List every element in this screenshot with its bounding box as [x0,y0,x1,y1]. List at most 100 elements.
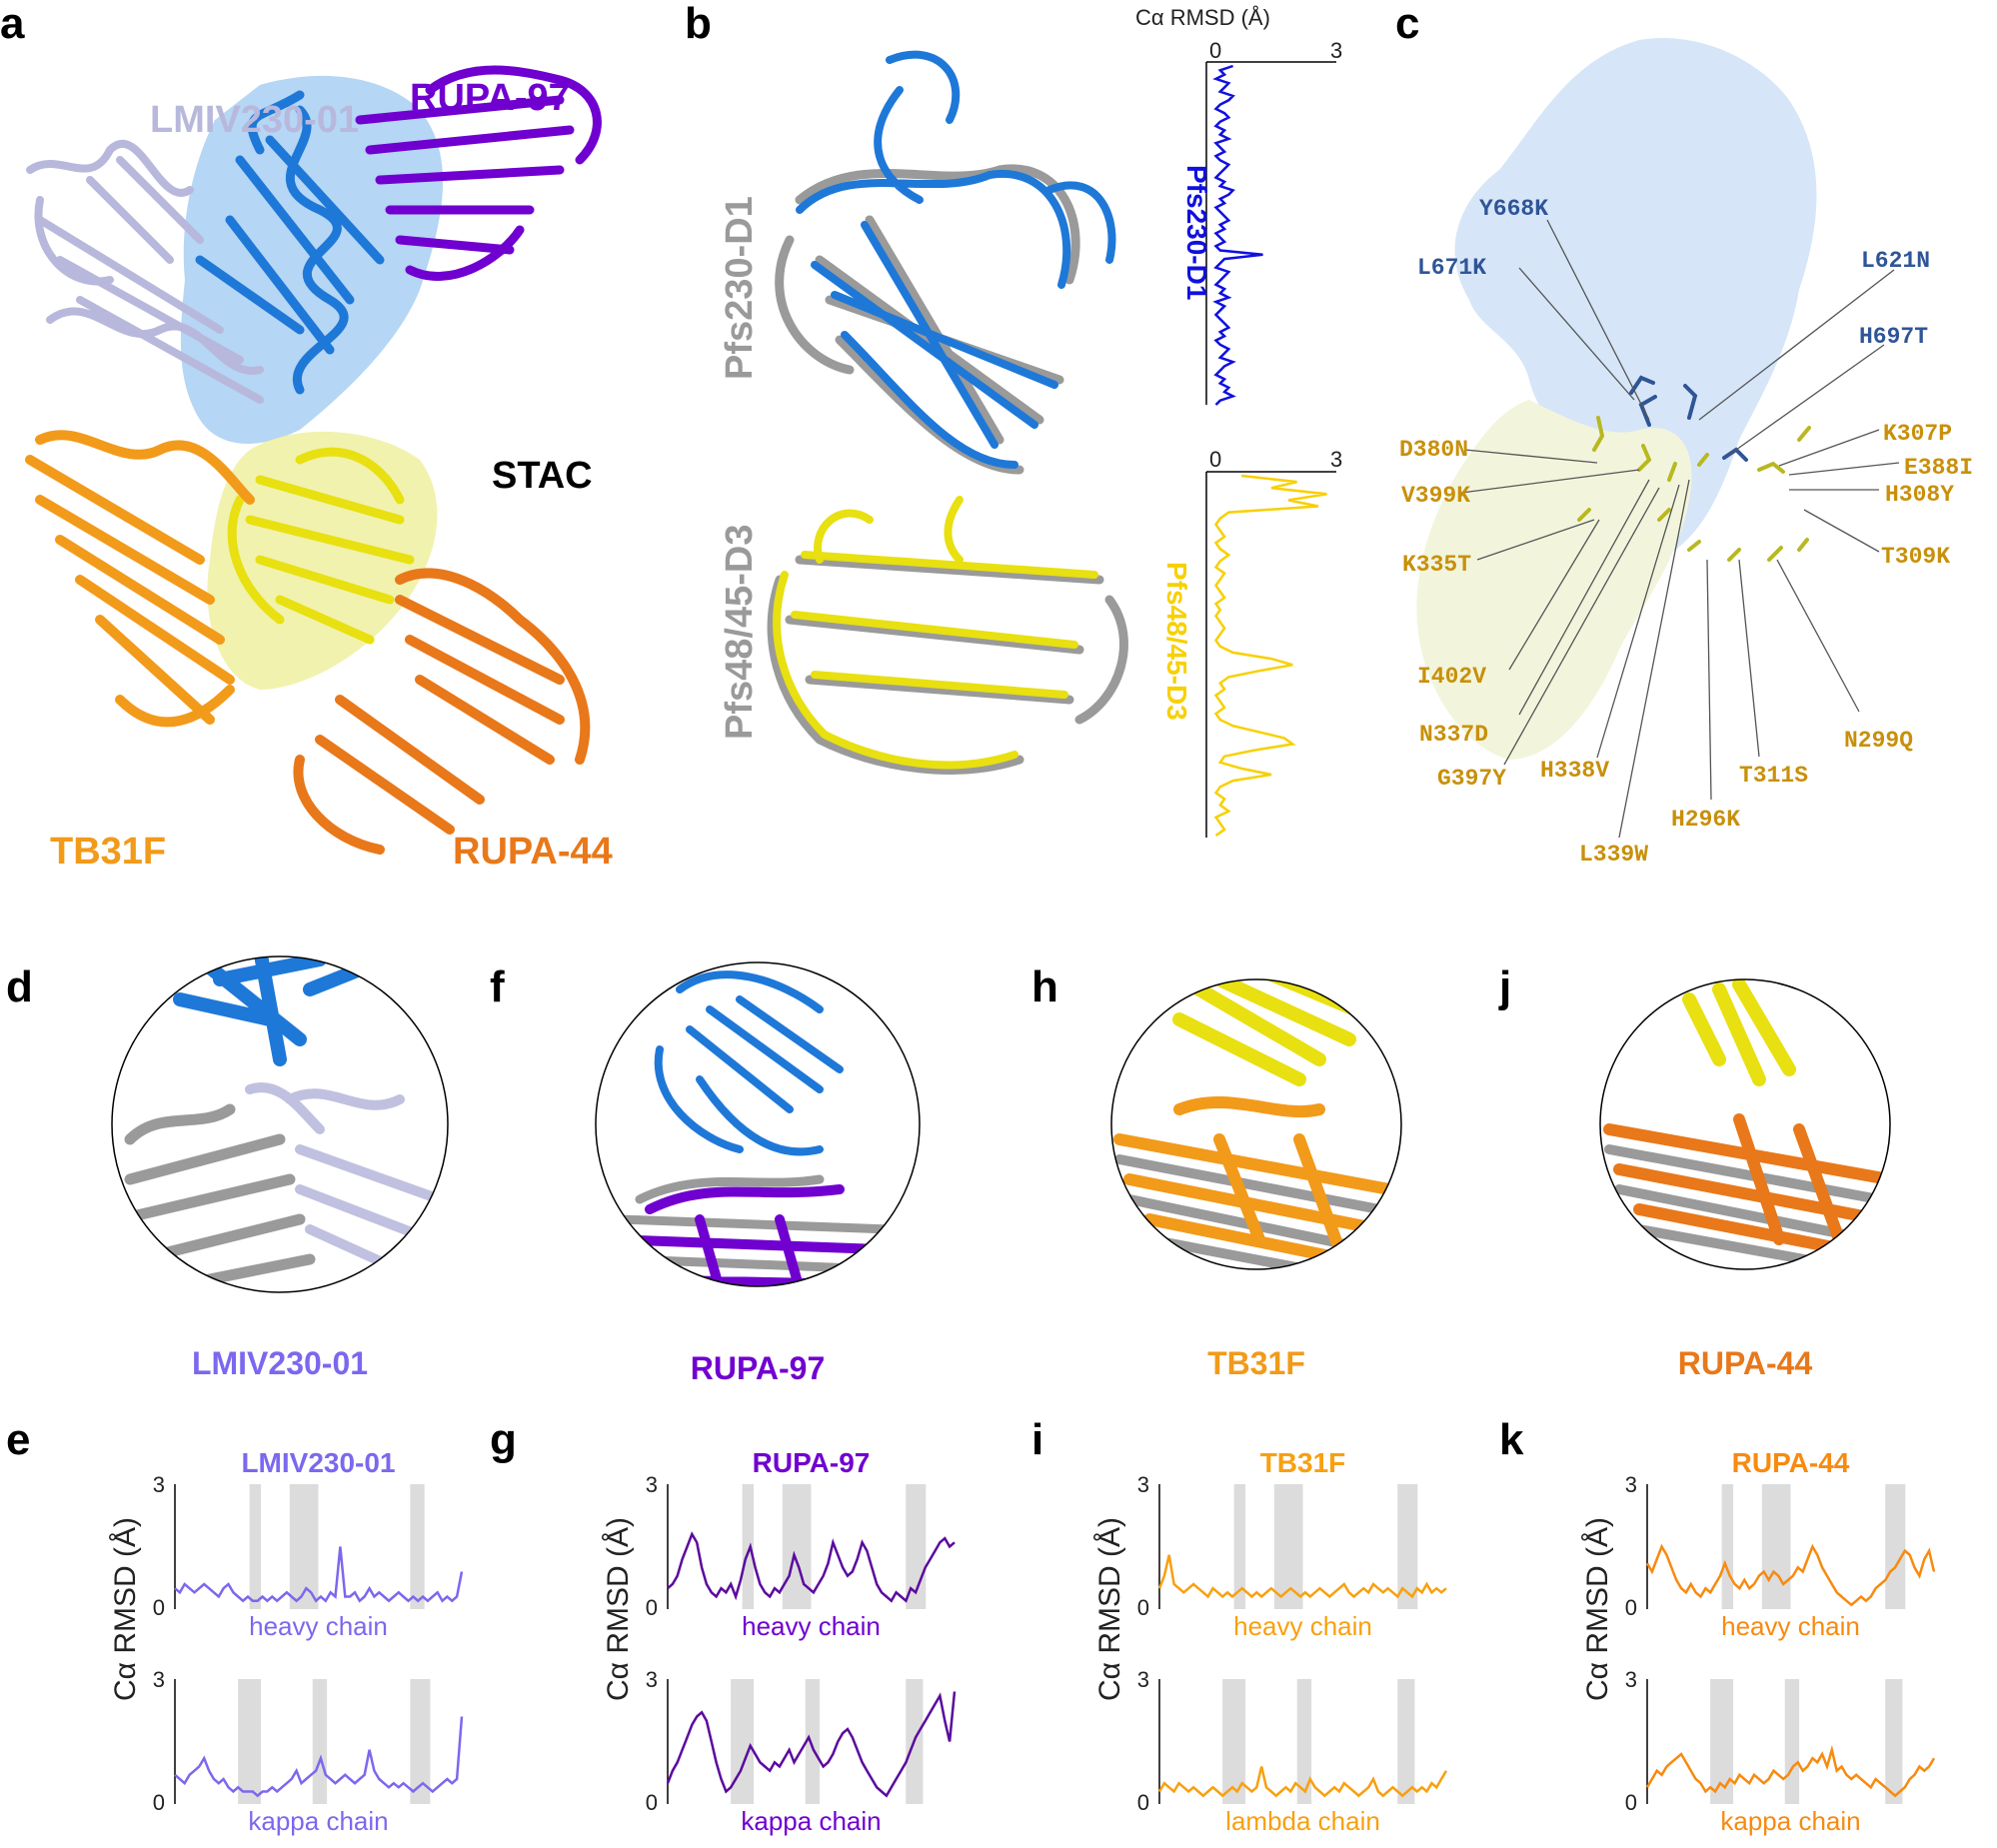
side-chain-9 [1687,540,1701,552]
rmsd-panel-i: i TB31F 3 0 heavy chain 3 0 lambda chain Cα RMSD… [1031,1415,1448,1836]
rmsd-plot-e-heavy: 3 0 heavy chain [153,1472,464,1641]
leader-e388i [1788,462,1900,476]
panel-h-letter: h [1031,962,1058,1011]
zoom-h-antigen [1172,979,1386,1086]
y-tick-0: 0 [1625,1790,1637,1815]
panel-c-letter: c [1395,0,1419,48]
mut-i402v: I402V [1417,664,1486,690]
side-chain-6 [1797,426,1811,442]
panel-g-letter: g [490,1415,517,1464]
rmsd-line [174,1716,464,1798]
b-top-series-label: Pfs230-D1 [1181,165,1212,300]
shaded-region [742,1484,755,1609]
y-tick-3: 3 [646,1667,658,1692]
zoom-j-circle [1599,978,1891,1270]
mut-k335t: K335T [1402,552,1471,578]
zoom-h-content [1113,979,1395,1269]
b-bottom-tick0: 0 [1209,447,1221,472]
side-chain-7 [1577,508,1591,522]
y-tick-3: 3 [153,1472,165,1497]
y-tick-0: 0 [153,1790,165,1815]
mut-l339w: L339W [1579,842,1648,868]
rmsd-title-g: RUPA-97 [753,1447,871,1478]
shaded-region [1273,1484,1303,1609]
mut-l621n: L621N [1861,248,1930,274]
rmsd-line [1645,1744,1936,1798]
chain-label: kappa chain [248,1806,388,1836]
rupa44-fab-cartoon [293,568,591,855]
leader-v399k [1460,469,1640,494]
chain-label: kappa chain [741,1806,881,1836]
y-tick-3: 3 [1625,1472,1637,1497]
y-tick-0: 0 [1625,1595,1637,1620]
panel-i-letter: i [1031,1415,1043,1464]
zoom-panel-h: h TB31F [1031,962,1402,1381]
leader-h338v [1596,484,1680,759]
y-tick-0: 0 [153,1595,165,1620]
side-chain-l621n [1683,384,1698,420]
chain-label: heavy chain [742,1611,881,1641]
label-pfs230-d1: Pfs230-D1 [719,196,761,380]
rmsd-line [1157,1554,1447,1599]
b-pfs230-rmsd-line [1212,64,1263,406]
shaded-region [410,1484,425,1609]
shaded-region [249,1484,262,1609]
panel-e-letter: e [6,1415,30,1464]
y-tick-3: 3 [153,1667,165,1692]
shaded-region [1397,1679,1415,1804]
shaded-region [1397,1484,1418,1609]
lmiv-fab-cartoon [26,139,264,404]
zoom-h-label: TB31F [1207,1345,1305,1381]
leader-y668k [1546,219,1650,421]
zoom-h-orange [1113,1096,1395,1269]
zoom-f-antigen [654,970,844,1156]
side-chain-12 [1797,538,1809,552]
leader-n299q [1776,559,1860,713]
label-rupa44: RUPA-44 [453,831,613,873]
zoom-f-circle [595,961,921,1287]
side-chain-2 [1637,444,1652,472]
leader-k307p [1778,429,1880,467]
chain-label: lambda chain [1225,1806,1380,1836]
y-tick-3: 3 [1625,1667,1637,1692]
rmsd-panel-k: k RUPA-44 3 0 heavy chain 3 0 kappa chain Cα RMS… [1499,1415,1936,1836]
side-chain-y668k [1629,375,1655,395]
mut-v399k: V399K [1401,483,1470,509]
rmsd-line [666,1691,957,1798]
leader-i402v [1508,519,1600,671]
rmsd-title-i: TB31F [1260,1447,1346,1478]
mut-g397y: G397Y [1437,766,1506,792]
shaded-region [238,1679,262,1804]
shaded-region [410,1679,431,1804]
zoom-j-content [1603,979,1890,1269]
side-chain-11 [1767,546,1783,562]
y-tick-0: 0 [1137,1790,1149,1815]
label-stac: STAC [492,455,593,497]
panel-a: a LMIV230-01 RUPA-97 STAC TB31F RUPA-44 [0,0,613,873]
zoom-d-circle [111,955,449,1293]
side-chain-1 [1592,416,1605,452]
mutation-labels: Y668K L671K L621N H697T D380N V399K K335… [1399,196,1973,868]
shaded-region [731,1679,755,1804]
zoom-f-purple [605,1184,885,1286]
rmsd-ylabel-k: Cα RMSD (Å) [1581,1517,1614,1701]
panel-d-letter: d [6,962,33,1011]
rmsd-ylabel-i: Cα RMSD (Å) [1093,1517,1126,1701]
shaded-region [805,1679,821,1804]
rmsd-plot-i-light: 3 0 lambda chain [1137,1667,1448,1836]
rmsd-plot-e-light: 3 0 kappa chain [153,1667,464,1836]
side-chain-4 [1697,453,1709,467]
mut-l671k: L671K [1417,255,1486,281]
panel-k-letter: k [1499,1415,1524,1464]
mut-k307p: K307P [1883,421,1952,447]
rmsd-line [174,1546,464,1603]
pfs230-cartoon [195,90,385,395]
shaded-region [1885,1679,1903,1804]
panel-b-letter: b [685,0,712,48]
zoom-d-light [245,1082,445,1284]
rmsd-ylabel-e: Cα RMSD (Å) [109,1517,142,1701]
rmsd-ylabel-g: Cα RMSD (Å) [602,1517,635,1701]
leader-l339w [1618,479,1690,839]
chain-label: heavy chain [249,1611,388,1641]
